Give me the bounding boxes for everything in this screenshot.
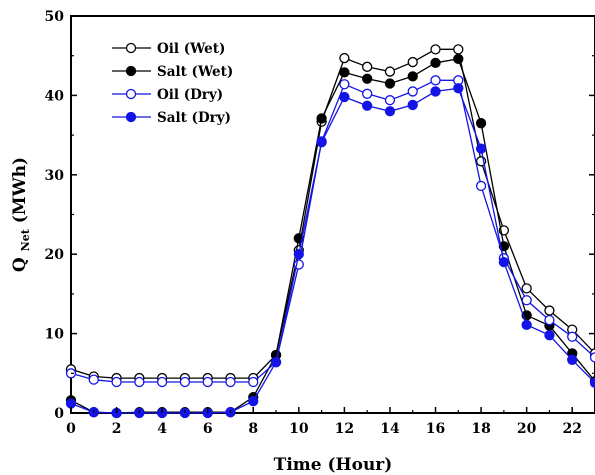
legend: Oil (Wet) Salt (Wet) Oil (Dry) Salt (Dry) [112, 41, 233, 126]
data-point [567, 354, 578, 365]
data-point [589, 377, 595, 388]
plot-area [70, 15, 595, 414]
data-point [362, 61, 373, 72]
x-tick-label: 6 [203, 421, 213, 437]
data-point [156, 376, 168, 388]
data-point [384, 66, 396, 77]
x-tick-label: 4 [157, 421, 167, 437]
series-2 [65, 75, 595, 388]
data-point [475, 180, 487, 192]
data-point [407, 99, 418, 111]
data-point [362, 88, 373, 99]
data-point [111, 376, 122, 388]
axes-layer: 0 2 4 6 8 10 12 14 16 18 20 22 0 10 20 30 40 50 [45, 9, 595, 437]
data-point [316, 137, 327, 148]
data-point [362, 100, 373, 111]
x-tick-label: 18 [471, 421, 490, 437]
series-0 [65, 44, 595, 384]
data-point [453, 83, 464, 94]
data-point [384, 106, 396, 117]
data-point [179, 376, 191, 388]
x-axis-title: Time (Hour) [274, 455, 393, 475]
x-tick-label: 2 [112, 421, 122, 437]
data-point [339, 52, 350, 64]
legend-marker [125, 88, 137, 100]
legend-item: Salt (Wet) [112, 64, 233, 80]
legend-label: Salt (Wet) [157, 64, 233, 80]
data-point [521, 295, 532, 306]
x-tick-label: 12 [335, 421, 354, 437]
data-point [407, 56, 418, 68]
data-point [339, 67, 350, 78]
data-point [293, 249, 304, 260]
x-tick-label: 10 [289, 421, 309, 437]
series-line [70, 48, 595, 379]
data-point [316, 113, 327, 124]
data-point [544, 330, 555, 341]
data-point [544, 314, 555, 326]
y-axis-title-subscript: Net [19, 228, 32, 251]
series-1 [65, 53, 595, 419]
y-tick-label: 10 [45, 327, 65, 343]
legend-label: Oil (Dry) [157, 87, 223, 103]
data-point [475, 143, 487, 154]
y-axis-title-main: Q [10, 257, 30, 272]
data-point [384, 95, 396, 106]
data-point [430, 57, 441, 68]
data-point [65, 398, 77, 409]
legend-label: Oil (Wet) [157, 41, 225, 57]
y-tick-label: 20 [45, 247, 65, 263]
x-tick-label: 14 [380, 421, 400, 437]
y-axis-title: Q Net (MWh) [10, 157, 34, 272]
legend-label: Salt (Dry) [157, 110, 231, 126]
y-tick-label: 0 [54, 406, 64, 422]
series-layer [65, 44, 595, 419]
y-axis-title-unit: (MWh) [10, 157, 30, 223]
data-point [567, 331, 578, 342]
data-point [88, 374, 99, 385]
data-point [430, 75, 441, 86]
legend-item: Oil (Dry) [112, 87, 223, 103]
data-point [270, 357, 282, 368]
legend-item: Salt (Dry) [112, 110, 231, 126]
plot-frame [70, 15, 595, 414]
data-point [430, 86, 441, 97]
data-point [453, 44, 464, 55]
y-tick-label: 50 [45, 9, 65, 25]
legend-marker [125, 111, 137, 123]
data-point [430, 44, 441, 55]
data-point [384, 78, 396, 89]
data-point [362, 73, 373, 84]
x-tick-label: 8 [248, 421, 258, 437]
legend-marker [125, 65, 137, 77]
series-line [70, 79, 595, 383]
data-point [225, 376, 236, 388]
data-point [453, 53, 464, 65]
data-point [202, 376, 213, 388]
y-tick-label: 30 [45, 168, 65, 184]
series-line [70, 87, 595, 414]
data-point [475, 118, 487, 129]
x-tick-label: 0 [66, 421, 76, 437]
legend-item: Oil (Wet) [112, 41, 225, 57]
data-point [339, 79, 350, 90]
data-point [498, 256, 510, 268]
x-tick-label: 16 [426, 421, 445, 437]
data-point [407, 71, 418, 82]
data-point [521, 283, 532, 294]
x-tick-label: 22 [562, 421, 581, 437]
x-tick-label: 20 [517, 421, 537, 437]
series-3 [65, 83, 595, 419]
data-point [521, 319, 532, 331]
data-point [248, 395, 259, 407]
data-point [248, 376, 259, 388]
data-point [407, 86, 418, 97]
data-point [589, 352, 595, 363]
data-point [544, 305, 555, 316]
data-point [339, 91, 350, 103]
y-tick-label: 40 [45, 88, 65, 104]
data-point [134, 376, 145, 388]
legend-marker [125, 42, 137, 54]
